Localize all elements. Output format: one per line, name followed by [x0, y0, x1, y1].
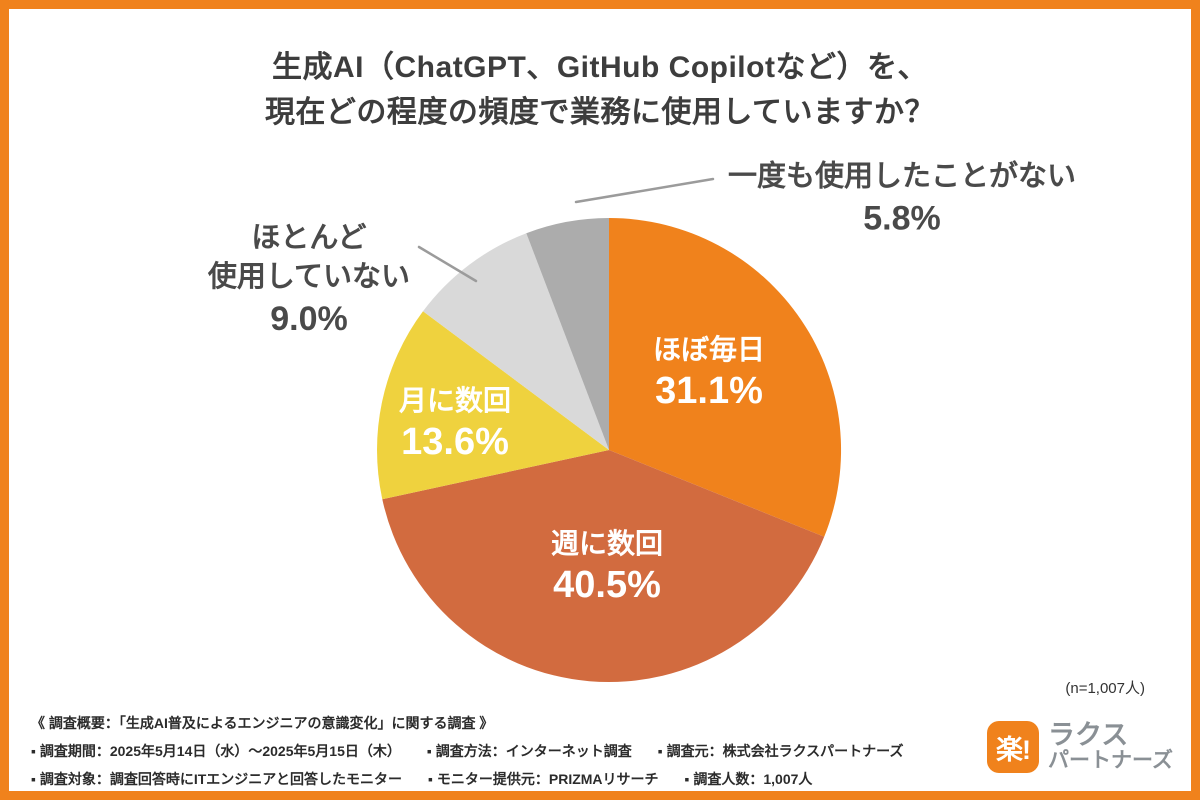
slice-callout-hotondo: ほとんど 使用していない 9.0%: [208, 219, 410, 343]
slice-label-text: 一度も使用したことがない: [727, 160, 1077, 193]
slice-percent: 9.0%: [270, 300, 348, 339]
slice-label-text: 週に数回: [550, 528, 664, 560]
survey-count: ▪ 調査人数：1,007人: [684, 771, 813, 787]
survey-period: ▪ 調査期間：2025年5月14日（水）～2025年5月15日（木）: [31, 743, 401, 759]
survey-footer: 《 調査概要：「生成AI普及によるエンジニアの意識変化」に関する調査 》 ▪ 調…: [31, 713, 903, 791]
pie-chart-svg: [377, 177, 842, 683]
slice-label-hobo-mainichi: ほぼ毎日 31.1%: [653, 332, 765, 416]
chart-title: 生成AI（ChatGPT、GitHub Copilotなど）を、 現在どの程度の…: [9, 45, 1191, 135]
pie-slice-3: [423, 233, 609, 450]
survey-overview: 《 調査概要：「生成AI普及によるエンジニアの意識変化」に関する調査 》: [31, 713, 903, 733]
slice-percent: 5.8%: [863, 199, 941, 238]
leader-line-hotondo: [417, 245, 478, 283]
survey-target: ▪ 調査対象：調査回答時にITエンジニアと回答したモニター: [31, 771, 403, 787]
pie-slice-0: [609, 218, 842, 537]
slice-label-text: 月に数回: [398, 385, 512, 417]
survey-monitor-provider: ▪ モニター提供元：PRIZMAリサーチ: [428, 771, 659, 787]
slice-label-text: ほぼ毎日: [652, 334, 766, 366]
slice-label-shu-ni-sukai: 週に数回 40.5%: [551, 526, 663, 610]
slice-label-text-line2: 使用していない: [207, 261, 411, 294]
chart-title-line1: 生成AI（ChatGPT、GitHub Copilotなど）を、: [272, 51, 928, 84]
slice-percent: 31.1%: [655, 370, 763, 413]
survey-source: ▪ 調査元：株式会社ラクスパートナーズ: [657, 743, 904, 759]
survey-details-row1: ▪ 調査期間：2025年5月14日（水）～2025年5月15日（木） ▪ 調査方…: [31, 741, 903, 761]
pie-slice-2: [377, 311, 609, 500]
leader-line-ichido: [574, 177, 715, 204]
survey-overview-text: 《 調査概要：「生成AI普及によるエンジニアの意識変化」に関する調査 》: [31, 715, 494, 731]
pie-slice-4: [526, 217, 609, 450]
slice-label-text-line1: ほとんど: [251, 221, 367, 254]
slice-percent: 40.5%: [553, 564, 661, 607]
rakus-logo-name: ラクス: [1048, 720, 1129, 751]
survey-method: ▪ 調査方法：インターネット調査: [426, 743, 632, 759]
rakus-logo-subname: パートナーズ: [1048, 749, 1173, 773]
survey-details-row2: ▪ 調査対象：調査回答時にITエンジニアと回答したモニター ▪ モニター提供元：…: [31, 769, 903, 789]
rakus-logo: 楽! ラクス パートナーズ: [987, 720, 1173, 773]
rakus-logo-icon: 楽!: [987, 721, 1040, 773]
rakus-logo-text: ラクス パートナーズ: [1048, 720, 1173, 773]
slice-callout-ichido: 一度も使用したことがない 5.8%: [728, 157, 1076, 242]
slice-percent: 13.6%: [401, 421, 509, 464]
pie-slice-1: [382, 450, 825, 683]
sample-size-note: (n=1,007人): [1065, 680, 1145, 697]
slice-label-tsuki-ni-sukai: 月に数回 13.6%: [399, 383, 511, 467]
chart-title-line2: 現在どの程度の頻度で業務に使用していますか？: [264, 96, 936, 129]
pie-slices: [377, 217, 842, 683]
